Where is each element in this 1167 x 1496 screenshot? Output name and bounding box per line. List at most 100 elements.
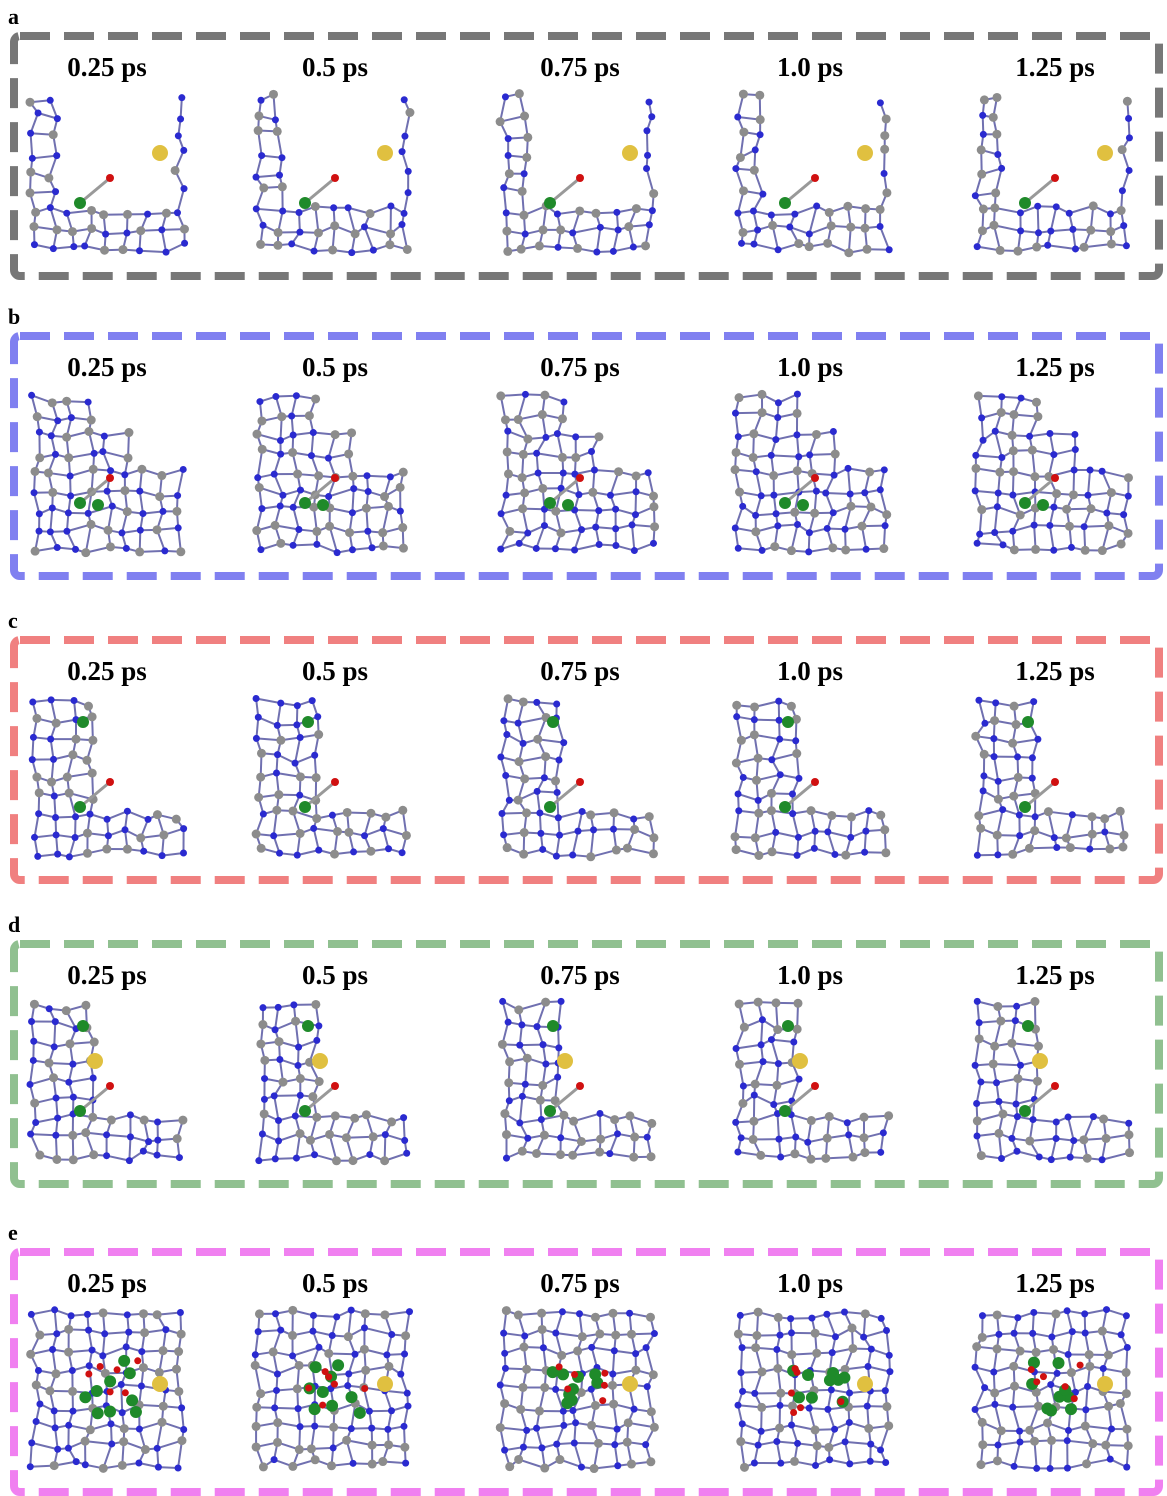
atom (882, 114, 891, 123)
atom (555, 1455, 564, 1464)
atom (252, 1422, 261, 1431)
atom (1079, 1135, 1088, 1144)
atom (66, 1039, 75, 1048)
atom (519, 1343, 528, 1352)
atom (1014, 753, 1021, 760)
atom (556, 225, 565, 234)
atom (135, 1459, 142, 1466)
atom (613, 209, 620, 216)
atom (1070, 1137, 1077, 1144)
atom (349, 546, 356, 553)
atom (136, 1426, 143, 1433)
atom (123, 1343, 130, 1350)
oxygen-atom (1028, 1366, 1035, 1373)
bond (177, 189, 184, 213)
atom (1082, 1459, 1091, 1468)
atom (329, 812, 336, 819)
atom (857, 522, 866, 531)
atom (886, 1352, 893, 1359)
bond (827, 1314, 836, 1337)
frame-time: 1.0 ps (777, 1268, 843, 1298)
atom (1030, 826, 1039, 835)
atom (1030, 472, 1039, 481)
atom (823, 1311, 830, 1318)
atom (998, 1155, 1005, 1162)
atom (26, 188, 35, 197)
atom (174, 209, 181, 216)
atom (1090, 1113, 1097, 1120)
atom (517, 245, 526, 254)
metal-atom (1052, 1357, 1064, 1369)
atom (755, 91, 764, 100)
atom (578, 526, 585, 533)
atom (1104, 521, 1113, 530)
oxygen-atom (122, 1389, 129, 1396)
atom (295, 1361, 304, 1370)
atom (1086, 846, 1093, 853)
atom (1018, 395, 1025, 402)
atom (997, 408, 1006, 417)
molecule-snapshot (251, 1306, 413, 1472)
atom (1067, 1368, 1076, 1377)
atom (1065, 522, 1074, 531)
atom (30, 467, 39, 476)
atom (154, 1137, 161, 1144)
atom (1103, 509, 1110, 516)
metal-atom (302, 1020, 314, 1032)
atom (793, 409, 802, 418)
atom (994, 851, 1001, 858)
atom (591, 209, 600, 218)
atom (89, 1347, 96, 1354)
atom (519, 697, 528, 706)
atom (824, 1406, 831, 1413)
atom (48, 488, 57, 497)
atom (612, 525, 619, 532)
atom (123, 229, 130, 236)
atom (314, 713, 321, 720)
atom (752, 1331, 761, 1340)
atom (596, 1110, 603, 1117)
atom (64, 1348, 73, 1357)
atom (533, 1425, 540, 1432)
atom (790, 508, 799, 517)
atom (1054, 1370, 1061, 1377)
atom (387, 473, 394, 480)
atom (739, 128, 748, 137)
atom (275, 1137, 282, 1144)
atom (257, 749, 266, 758)
atom (181, 240, 188, 247)
atom (752, 776, 761, 785)
atom (750, 241, 757, 248)
atom (769, 471, 778, 480)
atom (308, 1092, 317, 1101)
atom (864, 1403, 871, 1410)
atom (518, 1147, 527, 1156)
atom (1053, 203, 1060, 210)
metal-atom (1045, 1405, 1057, 1417)
bond (256, 698, 281, 703)
atom (751, 716, 758, 723)
frame-time: 0.25 ps (67, 352, 147, 382)
atom (383, 1351, 390, 1358)
bond (736, 1045, 761, 1049)
oxygen-atom (85, 1370, 92, 1377)
atom (52, 1155, 61, 1164)
atom (140, 848, 147, 855)
atom (309, 697, 316, 704)
atom (777, 1154, 784, 1161)
atom (775, 1136, 782, 1143)
atom (519, 1383, 528, 1392)
atom (118, 529, 125, 536)
atom (832, 1333, 839, 1340)
frame-time: 1.25 ps (1015, 960, 1095, 990)
atom (331, 430, 340, 439)
frame-time: 0.25 ps (67, 1268, 147, 1298)
atom (180, 466, 187, 473)
atom (1033, 412, 1042, 421)
frame-time: 1.25 ps (1015, 52, 1095, 82)
atom (759, 547, 766, 554)
atom (627, 1330, 636, 1339)
bond (32, 156, 56, 159)
atom (1013, 1003, 1020, 1010)
atom (404, 1390, 411, 1397)
